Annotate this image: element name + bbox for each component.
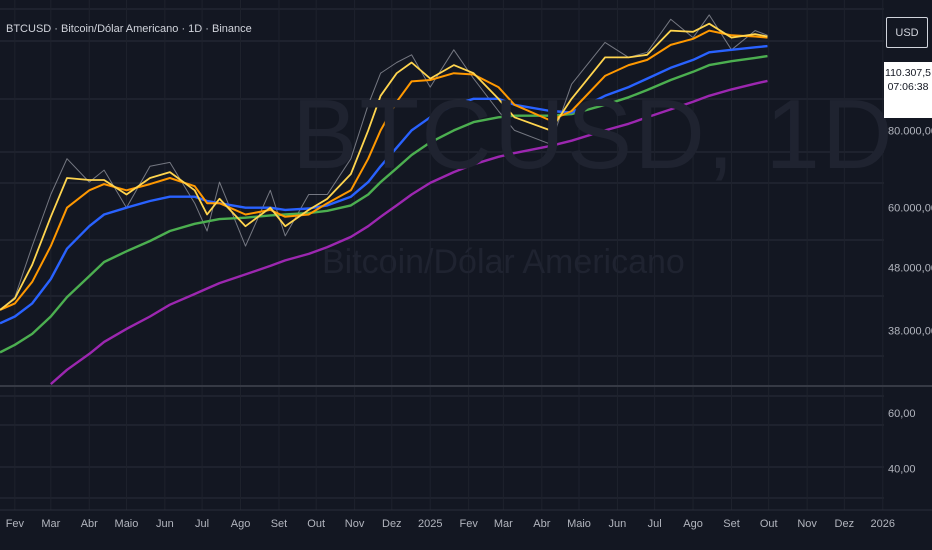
time-axis-label: Ago: [231, 518, 251, 530]
series-line-ema-green: [0, 54, 768, 354]
last-price-tag: 110.307,5 07:06:38: [884, 62, 932, 118]
time-axis-label: Nov: [345, 518, 365, 530]
series-line-ema-mid: [0, 29, 768, 311]
time-axis-label: 2026: [871, 518, 895, 530]
time-axis-label: Fev: [6, 518, 25, 530]
series-line-ema-fast: [0, 22, 768, 311]
time-axis-label: 2025: [418, 518, 442, 530]
time-axis-label: Set: [271, 518, 288, 530]
time-axis-label: Set: [723, 518, 740, 530]
last-price-label: 110.307,5: [885, 67, 931, 79]
price-axis-label: 60.000,00: [888, 203, 932, 215]
price-axis-label: 48.000,00: [888, 263, 932, 275]
time-axis-label: Maio: [567, 518, 591, 530]
symbol-watermark: BTCUSD, 1D: [292, 79, 895, 189]
countdown-label: 07:06:38: [887, 81, 929, 93]
price-axis-label: 38.000,00: [888, 325, 932, 337]
lower-axis-label: 60,00: [888, 408, 916, 420]
currency-button[interactable]: USD: [886, 17, 928, 48]
price-axis-label: 80.000,00: [888, 125, 932, 137]
series-line-ema-blue: [0, 44, 768, 325]
time-axis-label: Fev: [459, 518, 478, 530]
time-axis-label: Mar: [41, 518, 60, 530]
time-axis-label: Jun: [609, 518, 627, 530]
time-axis-label: Abr: [533, 518, 550, 530]
series-line-ema-purple: [50, 79, 768, 385]
symbol-title[interactable]: BTCUSD · Bitcoin/Dólar Americano · 1D · …: [6, 23, 252, 35]
name-watermark: Bitcoin/Dólar Americano: [322, 243, 685, 281]
time-axis-label: Maio: [115, 518, 139, 530]
lower-axis-label: 40,00: [888, 463, 916, 475]
time-axis-label: Ago: [683, 518, 703, 530]
time-axis-label: Nov: [797, 518, 817, 530]
time-axis-label: Abr: [81, 518, 98, 530]
time-axis-label: Jul: [648, 518, 662, 530]
time-axis-label: Dez: [835, 518, 855, 530]
time-axis-label: Out: [307, 518, 325, 530]
time-axis-label: Jul: [195, 518, 209, 530]
time-axis-label: Mar: [494, 518, 513, 530]
time-axis-label: Dez: [382, 518, 402, 530]
time-axis-label: Out: [760, 518, 778, 530]
time-axis-label: Jun: [156, 518, 174, 530]
series-line-price: [0, 14, 768, 311]
